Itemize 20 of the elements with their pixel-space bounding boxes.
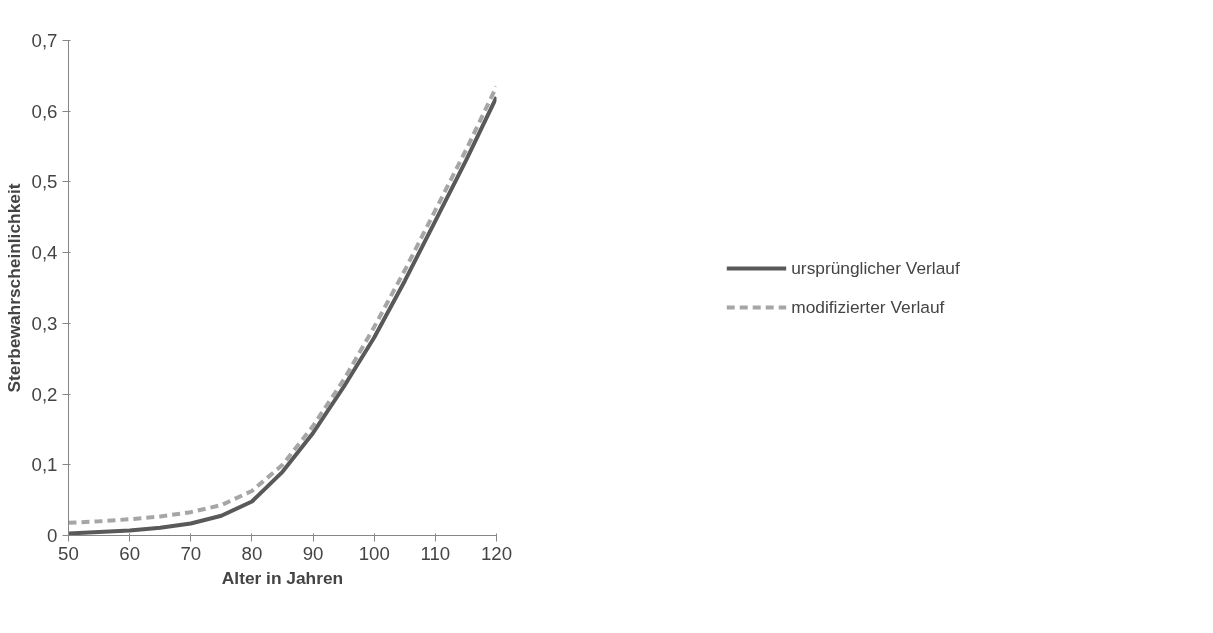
y-axis-title: Sterbewahrscheinlichkeit xyxy=(3,183,24,393)
x-tick-label: 80 xyxy=(241,542,263,564)
x-tick-label: 60 xyxy=(119,542,141,564)
x-tick-label: 110 xyxy=(420,542,451,564)
legend-label: modifizierter Verlauf xyxy=(791,296,945,318)
y-tick-label: 0,6 xyxy=(31,100,58,122)
x-axis-title: Alter in Jahren xyxy=(221,567,344,588)
legend-label: ursprünglicher Verlauf xyxy=(791,257,960,279)
y-tick-label: 0,4 xyxy=(31,242,58,264)
x-tick-label: 100 xyxy=(358,542,390,564)
x-tick-label: 70 xyxy=(180,542,202,564)
x-tick-label: 90 xyxy=(302,542,324,564)
y-tick-label: 0,7 xyxy=(31,30,58,51)
x-tick-label: 120 xyxy=(480,542,513,564)
y-tick-label: 0 xyxy=(47,525,58,546)
y-tick-label: 0,5 xyxy=(31,171,58,193)
x-tick-label: 50 xyxy=(58,542,79,564)
y-tick-label: 0,1 xyxy=(31,454,58,476)
y-tick-label: 0,2 xyxy=(31,383,58,405)
y-tick-label: 0,3 xyxy=(31,312,58,334)
